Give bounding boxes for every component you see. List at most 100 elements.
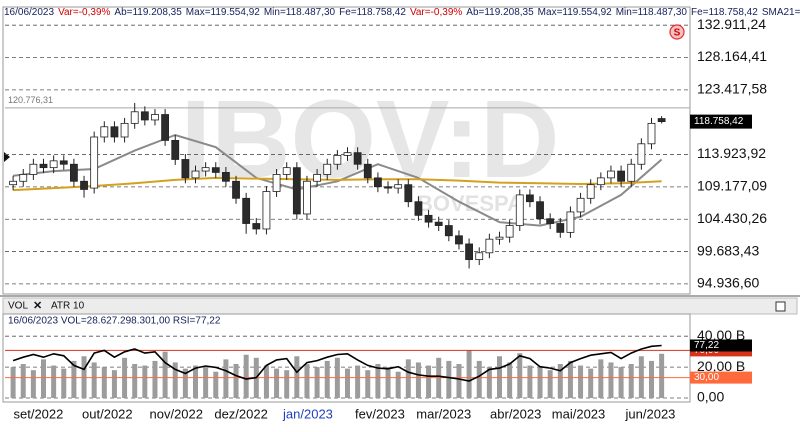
rsi-last-badge bbox=[690, 339, 752, 352]
candle-body bbox=[171, 140, 180, 160]
y-tick-label: 123.417,58 bbox=[697, 81, 767, 97]
candle-body bbox=[465, 243, 473, 261]
rsi-line bbox=[12, 344, 662, 382]
volume-bar bbox=[61, 368, 67, 398]
y-tick-label: 132.911,24 bbox=[697, 16, 766, 32]
candle-body bbox=[414, 201, 423, 216]
volume-bar bbox=[567, 360, 573, 398]
candle-body bbox=[80, 180, 88, 190]
candle-body bbox=[607, 170, 615, 179]
candle-body bbox=[485, 238, 494, 254]
x-tick-label: dez/2022 bbox=[214, 406, 268, 421]
candle-body bbox=[586, 184, 595, 199]
volume-bar bbox=[385, 367, 391, 398]
volume-bar bbox=[537, 367, 543, 398]
indicator-toolbar bbox=[2, 297, 798, 315]
volume-bar bbox=[213, 371, 219, 398]
header-item: Var=-0,39% bbox=[410, 7, 462, 18]
volume-bar bbox=[152, 360, 158, 398]
volume-bar bbox=[476, 360, 482, 398]
candle-body bbox=[262, 191, 271, 230]
x-tick-label: fev/2023 bbox=[355, 406, 405, 421]
close-icon[interactable]: ✕ bbox=[33, 300, 42, 312]
candle-body bbox=[617, 170, 625, 182]
volume-bar bbox=[578, 365, 584, 398]
candle-body bbox=[637, 143, 646, 165]
volume-bar bbox=[426, 365, 432, 398]
header-item: Max=119.554,92 bbox=[538, 7, 612, 18]
candle-body bbox=[90, 136, 99, 189]
candle-body bbox=[495, 236, 504, 240]
volume-bar bbox=[233, 364, 239, 398]
candle-body bbox=[434, 221, 443, 226]
candle-body bbox=[29, 163, 38, 175]
candle-body bbox=[232, 180, 240, 199]
x-tick-label: mai/2023 bbox=[552, 406, 605, 421]
volume-bar bbox=[466, 350, 472, 398]
candle-body bbox=[536, 201, 544, 220]
volume-bar bbox=[446, 360, 452, 398]
header-item: Var=-0,39% bbox=[58, 7, 110, 18]
volume-bar bbox=[608, 362, 614, 398]
volume-bar bbox=[71, 360, 77, 398]
candle-body bbox=[282, 167, 291, 175]
candle-body bbox=[515, 194, 524, 226]
x-tick-label: abr/2023 bbox=[490, 406, 541, 421]
candle-body bbox=[19, 174, 28, 182]
candle-body bbox=[39, 163, 48, 169]
volume-bar bbox=[20, 364, 26, 398]
volume-bar bbox=[304, 364, 310, 398]
candle-body bbox=[373, 177, 382, 188]
y-tick-label: 113.923,92 bbox=[697, 145, 766, 161]
volume-bar bbox=[284, 370, 290, 398]
volume-bar bbox=[517, 353, 523, 398]
x-tick-label: jan/2023 bbox=[282, 406, 333, 421]
candle-body bbox=[596, 177, 605, 186]
volume-bar bbox=[91, 362, 97, 398]
volume-bar bbox=[456, 364, 462, 398]
y-tick-label: 94.936,60 bbox=[697, 275, 759, 291]
candle-body bbox=[505, 225, 514, 238]
volume-bar bbox=[243, 354, 249, 398]
volume-bar bbox=[628, 364, 634, 398]
candle-body bbox=[394, 184, 403, 189]
volume-bar bbox=[507, 362, 513, 398]
x-tick-label: nov/2022 bbox=[150, 406, 204, 421]
candle-body bbox=[292, 167, 301, 215]
volume-bar bbox=[30, 370, 36, 398]
volume-bar bbox=[618, 367, 624, 398]
x-tick-label: mar/2023 bbox=[416, 406, 471, 421]
candle-body bbox=[9, 180, 18, 186]
header-item: Ab=119.208,35 bbox=[466, 7, 534, 18]
watermark-sub: BOVESPA bbox=[417, 191, 523, 216]
last-price-label: 118.758,42 bbox=[694, 116, 744, 127]
volume-bar bbox=[263, 365, 269, 398]
volume-bar bbox=[557, 364, 563, 398]
candle-body bbox=[151, 114, 159, 121]
volume-bar bbox=[162, 351, 168, 398]
volume-bar bbox=[172, 362, 178, 398]
signal-icon[interactable] bbox=[669, 24, 685, 40]
candle-body bbox=[313, 174, 322, 182]
volume-bar bbox=[395, 371, 401, 398]
tab-label[interactable]: ATR 10 bbox=[51, 301, 85, 312]
y-tick-label: 0,00 bbox=[697, 389, 724, 405]
candle-body bbox=[333, 154, 342, 165]
y-tick-label: 20,00 B bbox=[697, 358, 745, 374]
header-item: Min=118.487,30 bbox=[264, 7, 336, 18]
volume-bar bbox=[648, 360, 654, 398]
volume-bar bbox=[527, 365, 533, 398]
volume-bar bbox=[598, 359, 604, 398]
header-item: Fe=118.758,42 bbox=[691, 7, 758, 18]
candle-body bbox=[140, 111, 149, 121]
volume-bar bbox=[588, 368, 594, 398]
volume-bar bbox=[314, 367, 320, 398]
candle-body bbox=[546, 218, 555, 224]
candle-body bbox=[404, 184, 413, 203]
price-panel bbox=[2, 6, 691, 295]
candle-body bbox=[211, 167, 220, 173]
rsi-level-badge bbox=[690, 371, 752, 384]
candle-body bbox=[455, 235, 463, 245]
maximize-icon[interactable] bbox=[775, 301, 786, 312]
